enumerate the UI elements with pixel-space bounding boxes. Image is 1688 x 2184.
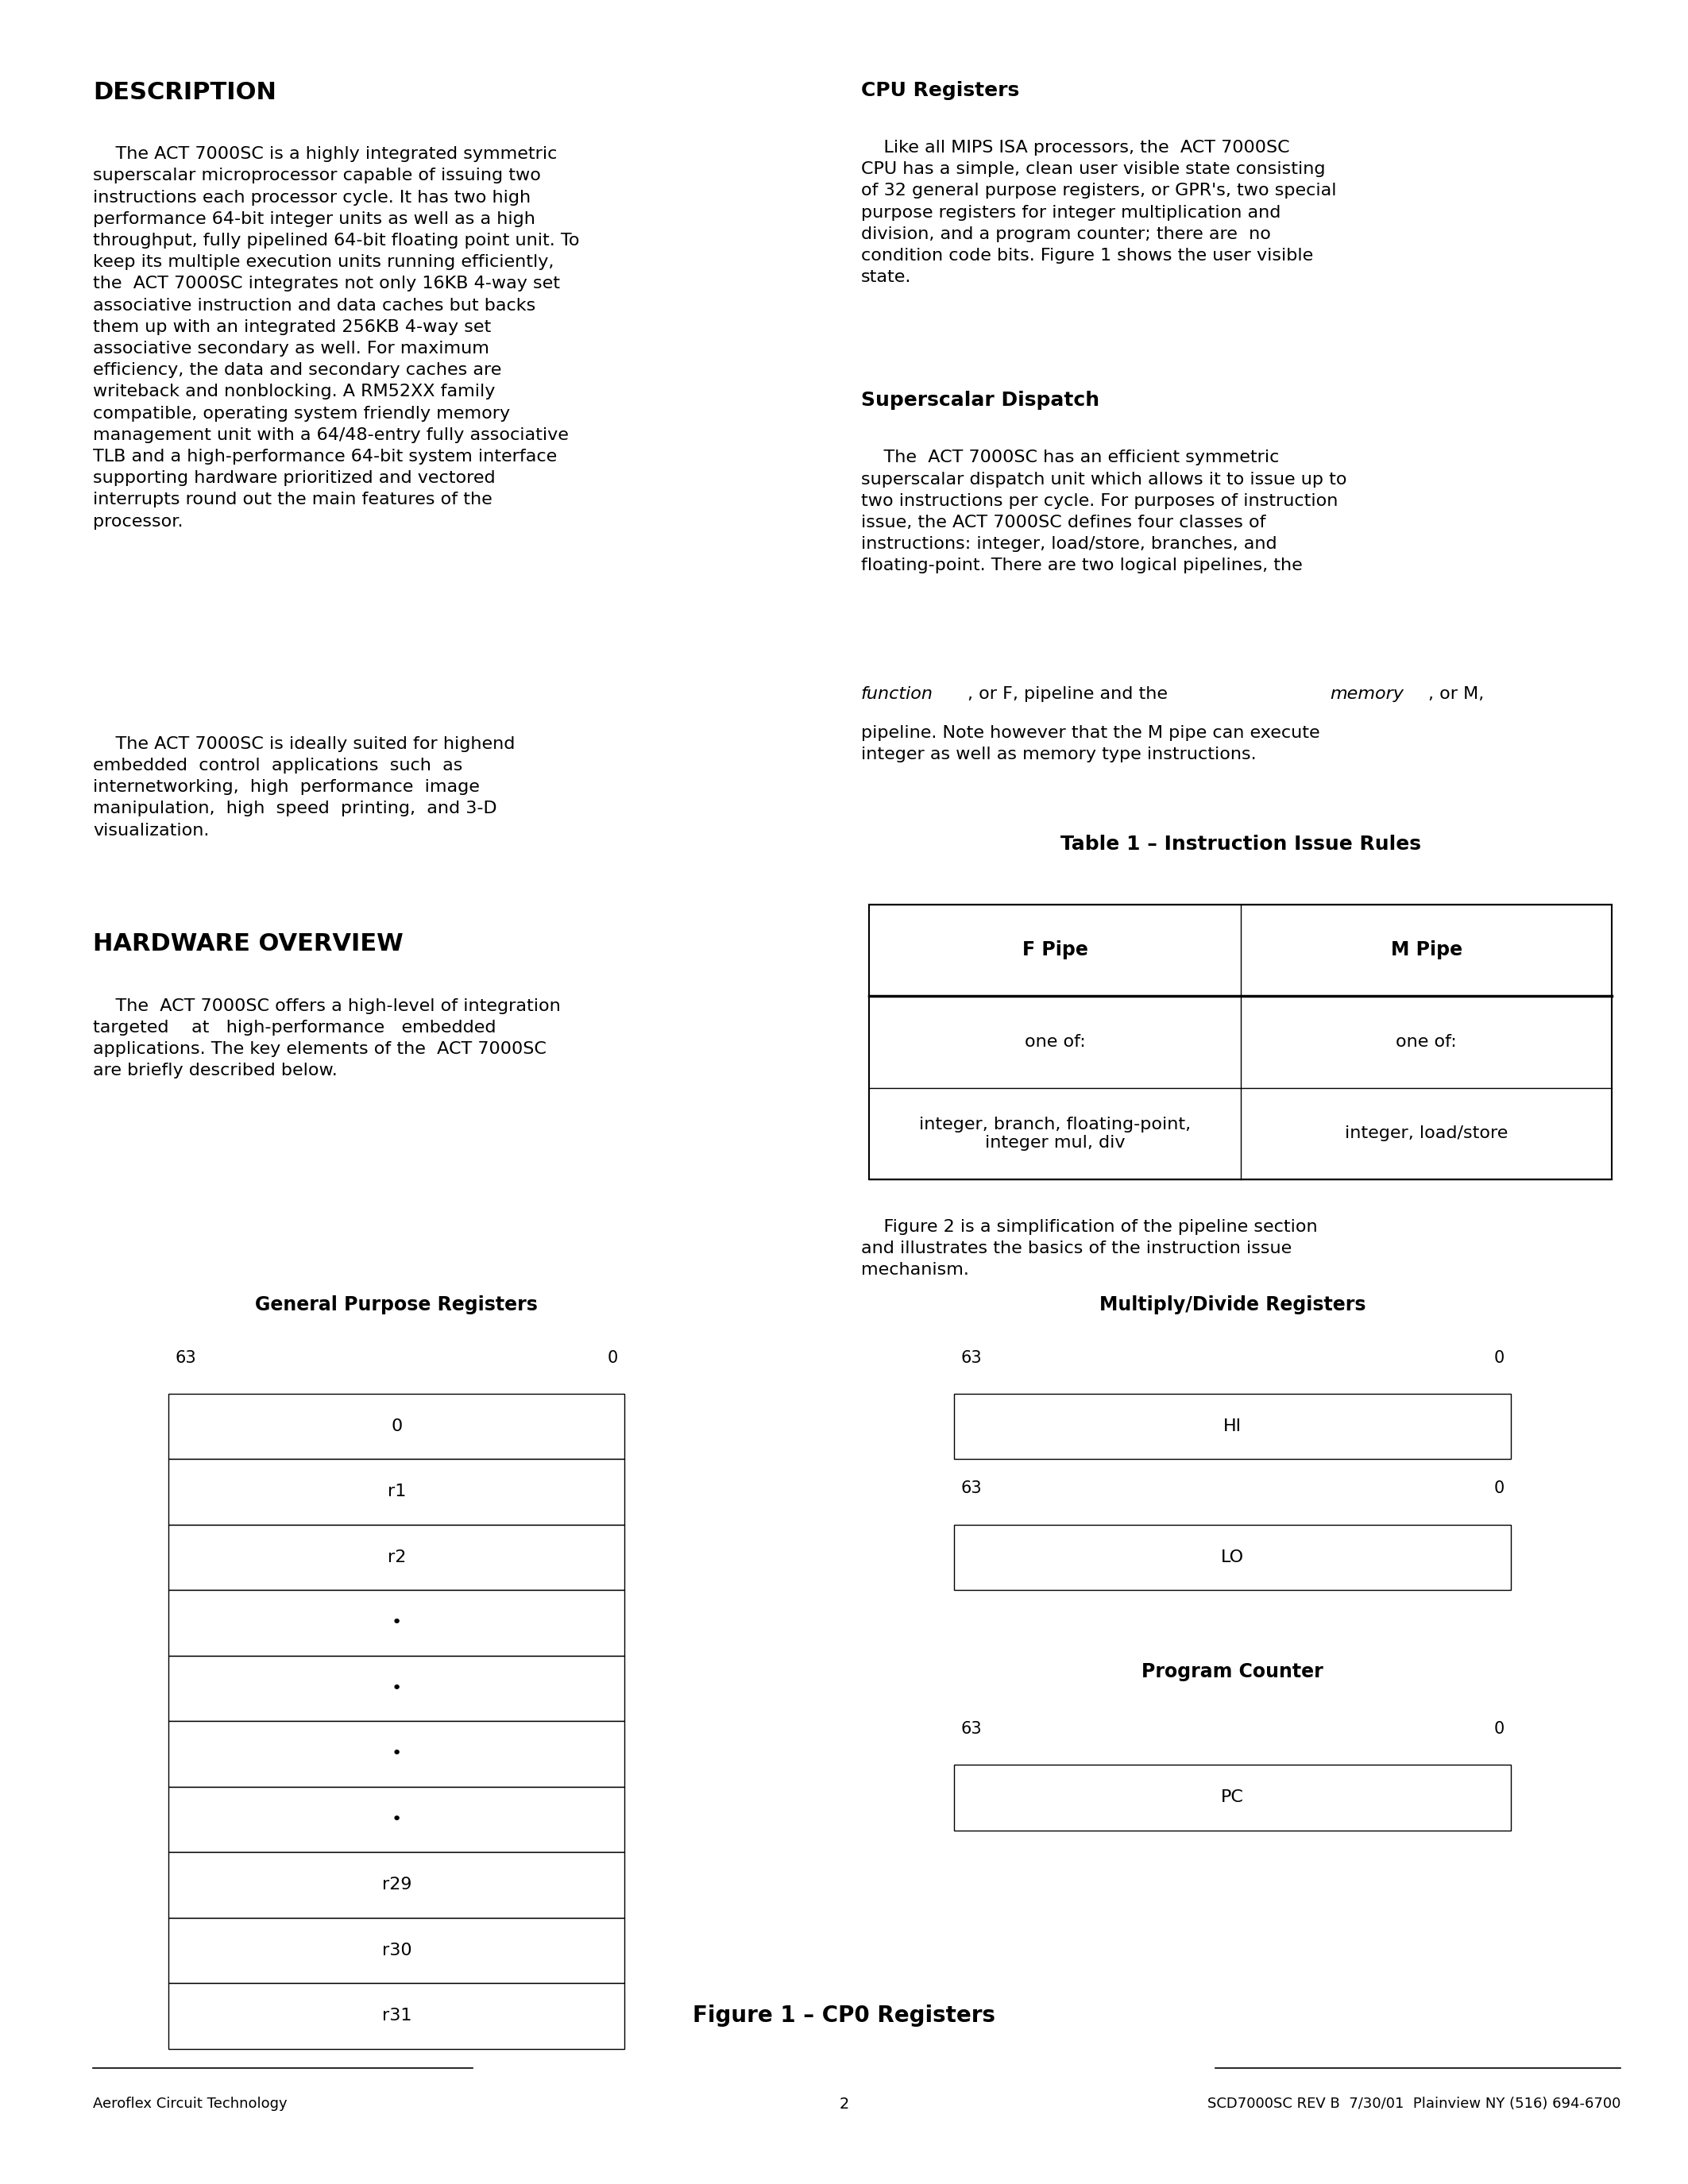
Text: r31: r31 (381, 2007, 412, 2025)
Text: Multiply/Divide Registers: Multiply/Divide Registers (1099, 1295, 1366, 1315)
Text: The  ACT 7000SC has an efficient symmetric
superscalar dispatch unit which allow: The ACT 7000SC has an efficient symmetri… (861, 450, 1347, 574)
Text: •: • (392, 1745, 402, 1762)
Bar (169, 1721, 625, 1787)
Bar (954, 1393, 1511, 1459)
Text: Table 1 – Instruction Issue Rules: Table 1 – Instruction Issue Rules (1060, 834, 1421, 854)
Text: General Purpose Registers: General Purpose Registers (255, 1295, 538, 1315)
Text: Figure 2 is a simplification of the pipeline section
and illustrates the basics : Figure 2 is a simplification of the pipe… (861, 1219, 1317, 1278)
Text: memory: memory (1330, 686, 1404, 701)
Bar (869, 904, 1612, 1179)
Text: 0: 0 (1494, 1481, 1504, 1496)
Text: F Pipe: F Pipe (1023, 941, 1089, 959)
Text: Like all MIPS ISA processors, the  ACT 7000SC
CPU has a simple, clean user visib: Like all MIPS ISA processors, the ACT 70… (861, 140, 1337, 286)
Text: r30: r30 (381, 1942, 412, 1959)
Text: •: • (392, 1614, 402, 1631)
Text: CPU Registers: CPU Registers (861, 81, 1020, 100)
Bar (954, 1765, 1511, 1830)
Text: HI: HI (1224, 1417, 1241, 1435)
Text: The ACT 7000SC is ideally suited for highend
embedded  control  applications  su: The ACT 7000SC is ideally suited for hig… (93, 736, 515, 839)
Text: The  ACT 7000SC offers a high-level of integration
targeted    at   high-perform: The ACT 7000SC offers a high-level of in… (93, 998, 560, 1079)
Bar (954, 1524, 1511, 1590)
Text: , or M,: , or M, (1428, 686, 1484, 701)
Bar (169, 1852, 625, 1918)
Text: HARDWARE OVERVIEW: HARDWARE OVERVIEW (93, 933, 403, 957)
Text: PC: PC (1220, 1789, 1244, 1806)
Text: •: • (392, 1811, 402, 1828)
Text: 0: 0 (1494, 1350, 1504, 1365)
Text: LO: LO (1220, 1548, 1244, 1566)
Text: integer, branch, floating-point,
integer mul, div: integer, branch, floating-point, integer… (918, 1116, 1192, 1151)
Text: integer, load/store: integer, load/store (1345, 1125, 1507, 1142)
Text: , or F, pipeline and the: , or F, pipeline and the (967, 686, 1173, 701)
Text: 63: 63 (960, 1481, 982, 1496)
Text: DESCRIPTION: DESCRIPTION (93, 81, 277, 105)
Text: The ACT 7000SC is a highly integrated symmetric
superscalar microprocessor capab: The ACT 7000SC is a highly integrated sy… (93, 146, 579, 529)
Text: Figure 1 – CP0 Registers: Figure 1 – CP0 Registers (692, 2005, 996, 2027)
Text: 0: 0 (392, 1417, 402, 1435)
Text: Superscalar Dispatch: Superscalar Dispatch (861, 391, 1099, 411)
Text: 0: 0 (1494, 1721, 1504, 1736)
Text: 0: 0 (608, 1350, 618, 1365)
Text: one of:: one of: (1396, 1033, 1457, 1051)
Text: •: • (392, 1679, 402, 1697)
Text: function: function (861, 686, 933, 701)
Bar (169, 1524, 625, 1590)
Text: r29: r29 (381, 1876, 412, 1894)
Bar (169, 1655, 625, 1721)
Text: 63: 63 (960, 1721, 982, 1736)
Text: M Pipe: M Pipe (1391, 941, 1462, 959)
Text: 63: 63 (960, 1350, 982, 1365)
Text: 2: 2 (839, 2097, 849, 2112)
Bar (169, 1459, 625, 1524)
Bar (169, 1590, 625, 1655)
Bar (169, 1918, 625, 1983)
Text: Aeroflex Circuit Technology: Aeroflex Circuit Technology (93, 2097, 287, 2112)
Text: SCD7000SC REV B  7/30/01  Plainview NY (516) 694-6700: SCD7000SC REV B 7/30/01 Plainview NY (51… (1207, 2097, 1620, 2112)
Bar (169, 1983, 625, 2049)
Bar (169, 1787, 625, 1852)
Text: Program Counter: Program Counter (1141, 1662, 1323, 1682)
Text: pipeline. Note however that the M pipe can execute
integer as well as memory typ: pipeline. Note however that the M pipe c… (861, 725, 1320, 762)
Text: one of:: one of: (1025, 1033, 1085, 1051)
Text: r2: r2 (388, 1548, 407, 1566)
Text: r1: r1 (388, 1483, 407, 1500)
Text: 63: 63 (176, 1350, 197, 1365)
Bar (169, 1393, 625, 1459)
